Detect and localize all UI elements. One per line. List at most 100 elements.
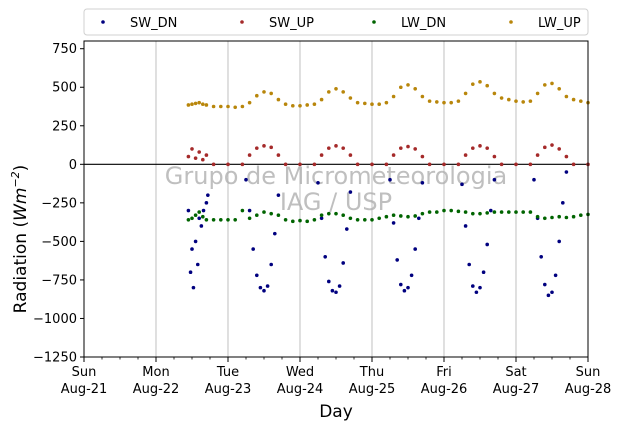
- data-point: [319, 216, 324, 221]
- data-point: [330, 288, 335, 293]
- data-point: [254, 213, 259, 217]
- data-point: [298, 218, 302, 223]
- data-point: [276, 213, 281, 217]
- data-point: [348, 190, 353, 194]
- data-point: [341, 261, 346, 265]
- data-point: [543, 83, 547, 87]
- data-point: [435, 100, 439, 104]
- data-point: [186, 154, 191, 159]
- data-point: [273, 231, 277, 236]
- data-point: [341, 146, 346, 150]
- y-tick-label: 750: [52, 42, 77, 57]
- data-point: [370, 162, 374, 167]
- data-point: [456, 209, 461, 214]
- data-point: [442, 100, 446, 105]
- data-point: [463, 224, 468, 228]
- data-point: [370, 102, 374, 106]
- legend-marker-sw_dn: [101, 20, 105, 24]
- legend-marker-lw_dn: [372, 20, 376, 24]
- data-point: [420, 94, 425, 99]
- data-point: [409, 273, 414, 278]
- data-point: [193, 156, 198, 160]
- legend: SW_DN SW_UP LW_DN LW_UP: [83, 8, 589, 36]
- data-point: [564, 215, 569, 220]
- data-point: [413, 247, 418, 251]
- data-point: [204, 218, 209, 222]
- data-point: [244, 177, 248, 182]
- data-point: [463, 91, 468, 96]
- data-point: [579, 213, 583, 217]
- data-point: [233, 105, 237, 110]
- data-point: [355, 100, 360, 105]
- data-point: [420, 211, 425, 216]
- data-point: [481, 270, 486, 275]
- data-point: [571, 214, 576, 219]
- data-point: [316, 181, 320, 185]
- data-point: [435, 210, 439, 214]
- data-point: [471, 146, 475, 150]
- data-point: [460, 182, 464, 187]
- data-point: [355, 218, 360, 222]
- y-axis-label-main: Radiation (: [11, 221, 31, 313]
- data-point: [543, 145, 547, 150]
- data-point: [276, 97, 281, 102]
- data-point: [254, 273, 259, 278]
- data-point: [514, 99, 518, 103]
- data-point: [211, 162, 216, 167]
- y-tick-label: −250: [41, 196, 77, 211]
- data-point: [535, 214, 540, 219]
- data-point: [201, 208, 206, 213]
- data-point: [557, 239, 561, 244]
- data-point: [478, 211, 482, 216]
- data-point: [190, 247, 194, 251]
- data-point: [305, 219, 310, 224]
- data-point: [456, 99, 461, 103]
- x-tick-label-day: Sat: [505, 365, 526, 380]
- data-point: [521, 210, 525, 214]
- data-point: [204, 103, 209, 107]
- data-point: [219, 104, 223, 109]
- x-tick-label-date: Aug-28: [565, 382, 612, 397]
- data-point: [535, 153, 540, 157]
- data-point: [334, 290, 338, 295]
- data-point: [514, 162, 518, 167]
- data-point: [226, 162, 230, 167]
- data-point: [211, 104, 216, 109]
- data-point: [305, 103, 310, 107]
- data-point: [193, 239, 198, 244]
- data-point: [283, 102, 288, 106]
- data-point: [247, 153, 252, 157]
- data-point: [291, 219, 295, 224]
- data-point: [327, 146, 331, 150]
- data-point: [456, 162, 461, 167]
- data-point: [485, 242, 490, 247]
- x-tick-label-date: Aug-27: [493, 382, 540, 397]
- data-point: [258, 285, 263, 290]
- data-point: [211, 218, 216, 222]
- data-point: [219, 218, 223, 222]
- data-point: [269, 91, 274, 96]
- data-point: [539, 254, 543, 259]
- data-point: [247, 208, 252, 213]
- data-point: [406, 214, 410, 219]
- grid: [155, 41, 517, 357]
- data-point: [370, 218, 374, 222]
- data-point: [283, 218, 288, 222]
- data-point: [251, 247, 255, 251]
- data-point: [226, 104, 230, 109]
- data-point: [564, 170, 569, 174]
- data-point: [348, 216, 353, 221]
- data-point: [319, 153, 324, 157]
- data-point: [337, 284, 342, 288]
- data-point: [413, 214, 418, 218]
- data-point: [561, 201, 565, 205]
- data-point: [406, 83, 410, 87]
- x-tick-label-day: Fri: [436, 365, 452, 380]
- data-point: [233, 218, 237, 222]
- data-point: [478, 80, 482, 84]
- data-point: [391, 153, 396, 157]
- data-point: [188, 270, 193, 275]
- data-point: [247, 100, 252, 105]
- data-point: [204, 201, 209, 205]
